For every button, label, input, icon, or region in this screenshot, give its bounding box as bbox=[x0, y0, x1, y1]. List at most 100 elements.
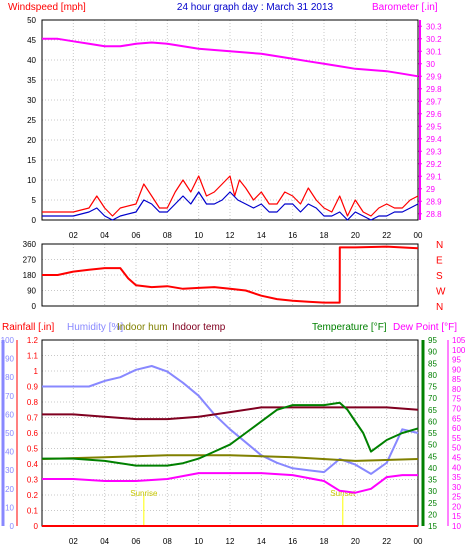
direction-y-tick-label: 90 bbox=[27, 287, 36, 296]
direction-y-tick-label: 270 bbox=[23, 256, 37, 265]
temp-x-tick-label: 12 bbox=[226, 537, 235, 546]
barometer-y-tick-label: 29.1 bbox=[426, 172, 442, 181]
rainfall-y-tick-label: 0.6 bbox=[27, 429, 39, 438]
barometer-y-tick-label: 30.2 bbox=[426, 35, 442, 44]
windspeed-line bbox=[42, 175, 419, 217]
rainfall-y-tick-label: 0.2 bbox=[27, 491, 39, 500]
rainfall-y-tick-label: 0.4 bbox=[27, 460, 39, 469]
direction-compass-label: N bbox=[436, 240, 443, 251]
dew-point-y-tick-label: 60 bbox=[452, 424, 461, 433]
temperature-y-tick-label: 20 bbox=[428, 510, 437, 519]
temperature-y-tick-label: 25 bbox=[428, 499, 437, 508]
sun-label: Sunrise bbox=[130, 489, 158, 498]
wind-y-tick-label: 45 bbox=[27, 36, 36, 45]
barometer-y-tick-label: 28.8 bbox=[426, 210, 442, 219]
humidity-y-tick-label: 80 bbox=[5, 373, 14, 382]
temp-x-tick-label: 14 bbox=[257, 537, 266, 546]
dew-point-y-tick-label: 90 bbox=[452, 365, 461, 374]
dew-point-y-tick-label: 55 bbox=[452, 434, 461, 443]
direction-y-tick-label: 180 bbox=[23, 271, 37, 280]
rainfall-y-tick-label: 1.1 bbox=[27, 352, 39, 361]
wind-x-tick-label: 08 bbox=[163, 231, 172, 240]
direction-y-tick-label: 360 bbox=[23, 240, 37, 249]
wind-y-tick-label: 5 bbox=[32, 196, 37, 205]
rainfall-label: Rainfall [.in] bbox=[2, 322, 54, 333]
chart-title: 24 hour graph day : March 31 2013 bbox=[177, 2, 334, 13]
dew-point-y-tick-label: 105 bbox=[452, 336, 466, 345]
direction-compass-label: N bbox=[436, 302, 443, 313]
temperature-y-tick-label: 80 bbox=[428, 371, 437, 380]
humidity-y-tick-label: 70 bbox=[5, 392, 14, 401]
barometer-y-tick-label: 29.2 bbox=[426, 160, 442, 169]
rainfall-y-tick-label: 0.8 bbox=[27, 398, 39, 407]
temp-x-tick-label: 00 bbox=[414, 537, 423, 546]
dew-point-y-tick-label: 95 bbox=[452, 356, 461, 365]
temp-x-tick-label: 10 bbox=[194, 537, 203, 546]
temp-x-tick-label: 16 bbox=[288, 537, 297, 546]
wind-y-tick-label: 50 bbox=[27, 16, 36, 25]
barometer-y-tick-label: 29.4 bbox=[426, 135, 442, 144]
humidity-line bbox=[42, 365, 419, 475]
wind-x-tick-label: 20 bbox=[351, 231, 360, 240]
rainfall-y-tick-label: 0.9 bbox=[27, 383, 39, 392]
wind-x-tick-label: 16 bbox=[288, 231, 297, 240]
temperature-y-tick-label: 55 bbox=[428, 429, 437, 438]
direction-y-tick-label: 0 bbox=[32, 302, 37, 311]
wind-y-tick-label: 15 bbox=[27, 156, 36, 165]
barometer-y-tick-label: 28.9 bbox=[426, 197, 442, 206]
dew-point-y-tick-label: 65 bbox=[452, 414, 461, 423]
temp-x-tick-label: 18 bbox=[320, 537, 329, 546]
indoor-temp-label: Indoor temp bbox=[172, 322, 226, 333]
barometer-y-tick-label: 29.6 bbox=[426, 110, 442, 119]
humidity-y-tick-label: 90 bbox=[5, 355, 14, 364]
temp-x-tick-label: 22 bbox=[382, 537, 391, 546]
rainfall-y-tick-label: 0.5 bbox=[27, 445, 39, 454]
wind-x-tick-label: 14 bbox=[257, 231, 266, 240]
barometer-y-tick-label: 30 bbox=[426, 60, 435, 69]
wind-direction-line bbox=[42, 245, 419, 304]
temp-x-tick-label: 08 bbox=[163, 537, 172, 546]
barometer-y-tick-label: 29.9 bbox=[426, 72, 442, 81]
rainfall-y-tick-label: 0.3 bbox=[27, 476, 39, 485]
wind-x-tick-label: 02 bbox=[69, 231, 78, 240]
barometer-y-tick-label: 29.5 bbox=[426, 122, 442, 131]
temperature-y-tick-label: 90 bbox=[428, 348, 437, 357]
dew-point-y-tick-label: 30 bbox=[452, 483, 461, 492]
wind-x-tick-label: 06 bbox=[132, 231, 141, 240]
wind-y-tick-label: 10 bbox=[27, 176, 36, 185]
dew-point-y-tick-label: 25 bbox=[452, 493, 461, 502]
temperature-y-tick-label: 85 bbox=[428, 359, 437, 368]
dew-point-y-tick-label: 70 bbox=[452, 405, 461, 414]
wind-y-tick-label: 0 bbox=[32, 216, 37, 225]
temperature-y-tick-label: 95 bbox=[428, 336, 437, 345]
rainfall-y-tick-label: 0.1 bbox=[27, 507, 39, 516]
wind-x-tick-label: 22 bbox=[382, 231, 391, 240]
barometer-y-tick-label: 30.3 bbox=[426, 22, 442, 31]
temp-x-tick-label: 02 bbox=[69, 537, 78, 546]
temperature-y-tick-label: 60 bbox=[428, 417, 437, 426]
sun-label: Sunset bbox=[330, 489, 356, 498]
wind-y-tick-label: 20 bbox=[27, 136, 36, 145]
indoor-hum-line bbox=[41, 454, 419, 462]
wind-y-tick-label: 30 bbox=[27, 96, 36, 105]
humidity-y-tick-label: 10 bbox=[5, 503, 14, 512]
dew-point-y-tick-label: 35 bbox=[452, 473, 461, 482]
wind-avg-line bbox=[42, 191, 419, 221]
temperature-y-tick-label: 45 bbox=[428, 452, 437, 461]
wind-y-tick-label: 40 bbox=[27, 56, 36, 65]
indoor-hum-label: Indoor hum bbox=[117, 322, 168, 333]
dew-point-y-tick-label: 50 bbox=[452, 444, 461, 453]
wind-y-tick-label: 35 bbox=[27, 76, 36, 85]
dew-point-y-tick-label: 20 bbox=[452, 502, 461, 511]
barometer-y-tick-label: 30.1 bbox=[426, 47, 442, 56]
barometer-y-tick-label: 29.3 bbox=[426, 147, 442, 156]
dew-point-y-tick-label: 40 bbox=[452, 463, 461, 472]
temp-x-tick-label: 04 bbox=[100, 537, 109, 546]
humidity-y-tick-label: 40 bbox=[5, 448, 14, 457]
dew-point-line bbox=[42, 472, 418, 494]
direction-compass-label: S bbox=[436, 271, 443, 282]
humidity-y-tick-label: 30 bbox=[5, 466, 14, 475]
humidity-label: Humidity [%] bbox=[67, 322, 123, 333]
